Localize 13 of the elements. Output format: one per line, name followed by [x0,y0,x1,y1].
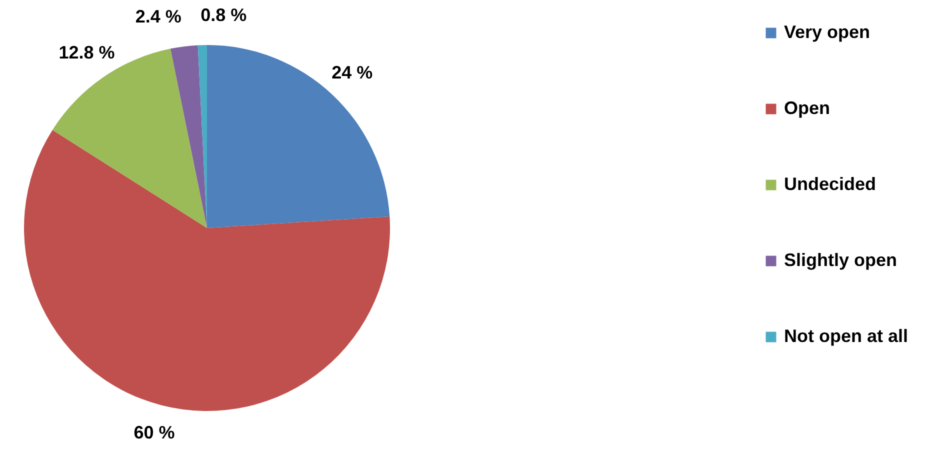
pie-slice [207,45,390,228]
legend-label: Open [784,98,830,118]
pie-slice [24,130,390,411]
data-label: 24 % [332,62,373,82]
data-label: 2.4 % [135,6,182,27]
legend-label: Slightly open [784,250,898,270]
legend-label: Not open at all [784,326,908,346]
data-label: 12.8 % [58,42,115,62]
pie-slice [170,45,207,228]
legend-label: Undecided [784,174,876,194]
data-label: 0.8 % [200,5,247,26]
legend-label: Very open [784,22,870,42]
data-label: 60 % [134,422,175,442]
